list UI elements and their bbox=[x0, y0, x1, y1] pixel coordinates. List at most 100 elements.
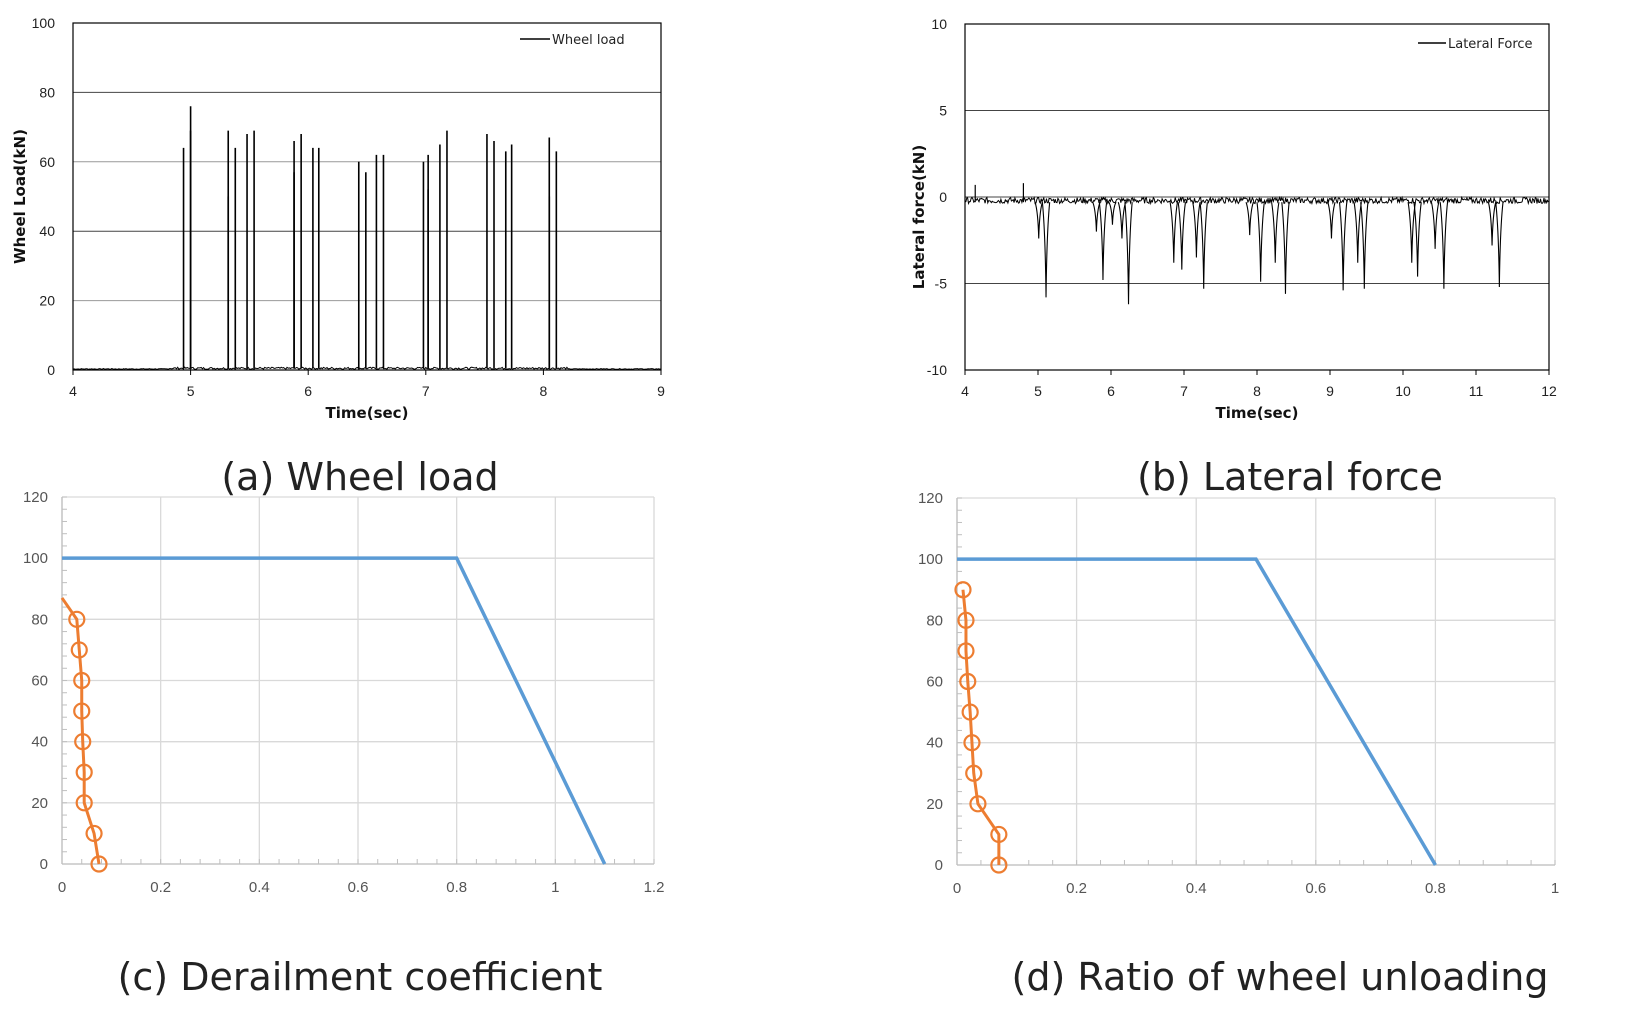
y-tick-label: 0 bbox=[40, 856, 48, 873]
measured-point bbox=[990, 825, 1008, 844]
y-tick-label: 60 bbox=[39, 154, 55, 170]
y-tick-label: 20 bbox=[31, 795, 48, 812]
lateral-force-dip bbox=[1199, 202, 1208, 289]
y-tick-label: 100 bbox=[32, 15, 56, 31]
chart-a: 0 20 40 60 80 100 4 5 6 7 8 9 Time(sec) Wheel Load(kN… bbox=[11, 15, 665, 422]
measured-point bbox=[85, 824, 103, 843]
x-tick-label: 0 bbox=[953, 880, 961, 897]
plot-frame bbox=[964, 23, 1550, 371]
lateral-force-dip bbox=[1041, 202, 1051, 298]
legend-label: Lateral Force bbox=[1448, 37, 1533, 52]
measured-point bbox=[957, 642, 975, 660]
measured-point bbox=[73, 671, 91, 690]
lateral-force-dip bbox=[1338, 202, 1348, 291]
lateral-force-dip bbox=[1487, 202, 1497, 246]
measured-point bbox=[90, 855, 108, 873]
measured-point bbox=[969, 795, 987, 813]
limit-line bbox=[62, 556, 607, 865]
y-tick-label: -10 bbox=[927, 362, 947, 378]
legend-label: Wheel load bbox=[552, 33, 625, 48]
measured-point bbox=[954, 581, 972, 599]
x-tick-label: 12 bbox=[1541, 383, 1557, 399]
chart-d: 0 20 40 60 80 100 120 0 0.2 0.4 0.6 0.8 1 bbox=[918, 490, 1559, 897]
limit-line bbox=[957, 557, 1437, 866]
measured-point bbox=[959, 672, 977, 691]
y-tick-label: 80 bbox=[926, 612, 943, 629]
caption-d: (d) Ratio of wheel unloading bbox=[1011, 955, 1549, 999]
lateral-force-dip bbox=[1124, 202, 1133, 305]
x-axis-label: Time(sec) bbox=[326, 404, 409, 422]
measured-point bbox=[74, 733, 92, 751]
x-tick-label: 0.2 bbox=[1066, 880, 1087, 897]
x-tick-label: 0.8 bbox=[446, 879, 467, 896]
lateral-force-dip bbox=[1117, 202, 1127, 239]
lateral-force-dip bbox=[1245, 202, 1254, 236]
measured-point bbox=[68, 610, 86, 628]
x-tick-label: 9 bbox=[1326, 383, 1334, 399]
y-tick-label: 60 bbox=[31, 673, 48, 690]
lateral-force-dip bbox=[1353, 202, 1362, 263]
measured-point bbox=[73, 702, 91, 720]
y-tick-label: 120 bbox=[918, 490, 943, 507]
y-tick-label: 40 bbox=[31, 734, 48, 751]
lateral-force-dip bbox=[1192, 202, 1201, 258]
lateral-force-dip bbox=[1271, 202, 1280, 263]
wheel-load-baseline bbox=[72, 366, 662, 371]
x-tick-label: 8 bbox=[1253, 383, 1261, 399]
lateral-force-dip bbox=[1360, 202, 1369, 289]
y-tick-label: 20 bbox=[39, 293, 55, 309]
lateral-force-dip bbox=[1407, 202, 1416, 263]
x-tick-label: 5 bbox=[187, 383, 195, 399]
y-axis-label: Lateral force(kN) bbox=[910, 145, 928, 289]
caption-c: (c) Derailment coefficient bbox=[117, 955, 603, 999]
y-tick-label: 80 bbox=[31, 611, 48, 628]
x-tick-label: 1.2 bbox=[644, 879, 665, 896]
lateral-force-dip bbox=[1169, 202, 1178, 263]
lateral-force-dip bbox=[1256, 202, 1265, 282]
lateral-force-dip bbox=[1098, 202, 1108, 281]
x-tick-label: 4 bbox=[961, 383, 969, 399]
y-tick-label: 5 bbox=[939, 103, 947, 119]
x-tick-label: 7 bbox=[1180, 383, 1188, 399]
x-tick-label: 5 bbox=[1034, 383, 1042, 399]
measured-line bbox=[961, 589, 1001, 865]
measured-point bbox=[75, 794, 93, 812]
x-tick-label: 6 bbox=[1107, 383, 1115, 399]
measured-point bbox=[963, 734, 981, 752]
lateral-force-dip bbox=[1281, 202, 1290, 294]
lateral-force-dip bbox=[1430, 202, 1440, 249]
y-tick-label: 60 bbox=[926, 674, 943, 691]
lateral-force-dip bbox=[1495, 202, 1504, 287]
y-tick-label: 0 bbox=[939, 189, 947, 205]
x-tick-label: 4 bbox=[69, 383, 77, 399]
x-tick-label: 0.6 bbox=[1305, 880, 1326, 897]
measured-line bbox=[60, 597, 101, 865]
x-tick-label: 0.2 bbox=[150, 879, 171, 896]
x-tick-label: 11 bbox=[1469, 383, 1484, 399]
chart-b: 10 5 0 -5 -10 4 5 6 7 8 9 10 11 12 Time(sec) Lateral fo… bbox=[910, 16, 1557, 422]
y-tick-label: 10 bbox=[931, 16, 947, 32]
y-tick-label: 40 bbox=[926, 735, 943, 752]
measured-point bbox=[965, 764, 983, 782]
measured-point bbox=[961, 703, 979, 721]
x-tick-label: 1 bbox=[551, 879, 559, 896]
x-tick-label: 0.8 bbox=[1425, 880, 1446, 897]
lateral-force-dip bbox=[1108, 201, 1117, 225]
x-tick-label: 9 bbox=[657, 383, 665, 399]
y-tick-label: 100 bbox=[918, 551, 943, 568]
x-tick-label: 0.4 bbox=[249, 879, 270, 896]
lateral-force-dip bbox=[1177, 202, 1187, 270]
y-tick-label: -5 bbox=[935, 276, 948, 292]
measured-point bbox=[990, 856, 1008, 874]
measured-point bbox=[957, 611, 975, 629]
caption-b: (b) Lateral force bbox=[1137, 455, 1443, 499]
x-axis-label: Time(sec) bbox=[1216, 404, 1299, 422]
x-tick-label: 10 bbox=[1395, 383, 1411, 399]
x-tick-label: 0.6 bbox=[348, 879, 369, 896]
lateral-force-dip bbox=[1092, 201, 1101, 232]
lateral-force-dip bbox=[1327, 202, 1336, 239]
y-tick-label: 0 bbox=[935, 857, 943, 874]
measured-point bbox=[75, 763, 93, 781]
y-axis-label: Wheel Load(kN) bbox=[11, 129, 29, 264]
